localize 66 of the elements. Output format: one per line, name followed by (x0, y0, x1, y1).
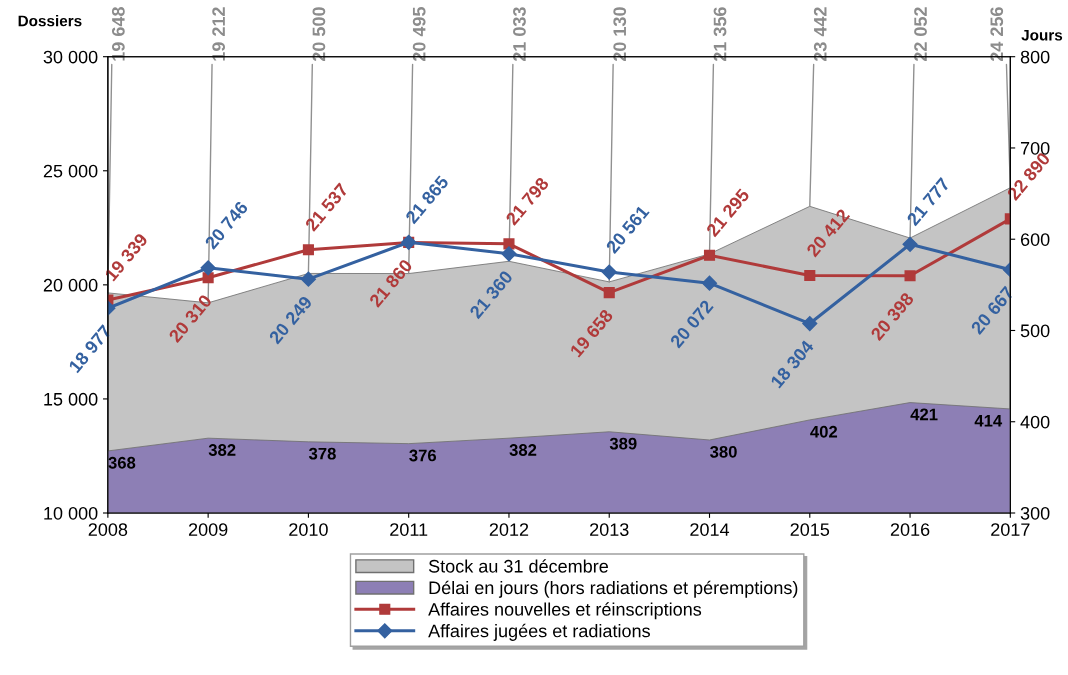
data-label: 18 304 (770, 339, 815, 389)
x-tick-label: 2012 (489, 523, 529, 536)
annotation: 20 495 (412, 7, 426, 62)
y-tick-label: 10 000 (44, 506, 98, 520)
data-label: 368 (108, 456, 136, 469)
data-label: 389 (609, 437, 637, 450)
data-label: 382 (509, 444, 537, 456)
y2-tick-label: 800 (1020, 50, 1050, 64)
annotation: 23 442 (813, 7, 827, 62)
annotation: 20 130 (613, 7, 627, 62)
data-label: 20 310 (168, 293, 213, 344)
y2-axis-title: Jours (1021, 29, 1063, 41)
data-label: 19 658 (569, 308, 614, 358)
legend-label: Affaires jugées et radiations (428, 623, 650, 641)
legend-label: Affaires nouvelles et réinscriptions (428, 602, 702, 620)
y-axis-title: Dossiers (18, 15, 82, 27)
y2-tick-label: 500 (1020, 324, 1050, 338)
data-label: 20 746 (204, 200, 249, 250)
data-label: 21 777 (906, 176, 951, 227)
data-label: 20 412 (805, 208, 851, 258)
data-label: 378 (308, 447, 336, 460)
x-tick-label: 2015 (790, 523, 830, 536)
data-label: 421 (910, 408, 938, 421)
data-label: 20 667 (970, 285, 1015, 336)
y-tick-label: 25 000 (43, 164, 98, 178)
legend-label: Stock au 31 décembre (428, 559, 608, 573)
data-label: 21 537 (304, 182, 349, 232)
x-tick-label: 2014 (690, 523, 730, 536)
data-label: 20 398 (869, 291, 915, 342)
data-label: 21 295 (705, 187, 751, 238)
annotation: 21 356 (713, 7, 727, 62)
x-tick-label: 2011 (390, 523, 428, 536)
data-label: 21 798 (504, 176, 550, 226)
annotation: 22 052 (914, 7, 927, 62)
legend-label: Délai en jours (hors radiations et péremptions) (429, 580, 798, 598)
data-label: 20 249 (268, 295, 313, 345)
y-tick-label: 15 000 (44, 392, 98, 406)
annotation: 19 212 (212, 7, 226, 61)
x-tick-label: 2017 (991, 523, 1030, 536)
x-tick-label: 2016 (890, 523, 930, 536)
data-label: 414 (974, 415, 1003, 427)
x-tick-label: 2013 (590, 523, 629, 536)
y-tick-label: 30 000 (43, 50, 98, 64)
data-label: 402 (810, 425, 838, 438)
y2-tick-label: 700 (1020, 141, 1050, 155)
annotation: 24 256 (990, 7, 1004, 62)
x-tick-label: 2010 (289, 523, 328, 536)
data-label: 376 (409, 449, 437, 462)
annotation: 20 500 (312, 7, 326, 62)
y2-tick-label: 600 (1020, 233, 1050, 246)
data-label: 21 865 (404, 174, 450, 225)
annotation: 19 648 (111, 7, 125, 61)
y2-tick-label: 300 (1020, 506, 1050, 520)
x-tick-label: 2008 (88, 523, 128, 536)
y2-tick-label: 400 (1020, 415, 1050, 429)
x-tick-label: 2009 (188, 523, 228, 536)
data-label: 19 339 (104, 232, 149, 282)
data-label: 21 360 (468, 269, 514, 320)
data-label: 382 (208, 444, 236, 456)
data-label: 20 072 (669, 299, 714, 349)
data-label: 21 860 (368, 258, 414, 308)
data-label: 18 977 (68, 324, 113, 374)
annotation: 21 033 (513, 7, 526, 62)
data-label: 20 561 (605, 204, 650, 255)
data-label: 380 (710, 445, 737, 458)
y-tick-label: 20 000 (43, 278, 98, 292)
